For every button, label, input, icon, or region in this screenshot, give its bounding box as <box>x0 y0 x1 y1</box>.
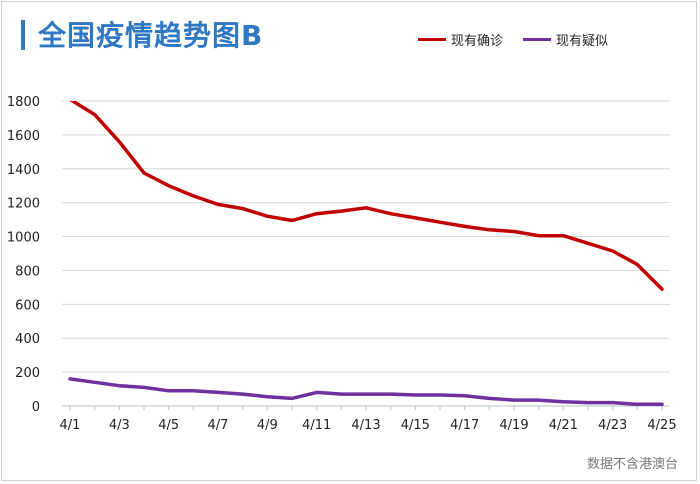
chart-legend: 现有确诊 现有疑似 <box>418 30 628 49</box>
series-line-confirmed <box>69 101 664 291</box>
x-tick-label: 4/19 <box>499 418 528 433</box>
legend-swatch-confirmed <box>418 38 446 41</box>
y-tick-label: 1800 <box>7 95 40 110</box>
grid-lines <box>62 100 670 373</box>
legend-label-suspected: 现有疑似 <box>556 34 609 49</box>
y-tick-label: 800 <box>15 264 40 279</box>
x-tick-label: 4/25 <box>647 418 676 433</box>
y-tick-label: 1600 <box>7 129 40 144</box>
x-tick-label: 4/11 <box>302 418 331 433</box>
legend-swatch-suspected <box>523 38 552 41</box>
axes: 0 200 400 600 800 1000 1200 1400 1600 1800 4/1 4/3 4… <box>7 95 677 433</box>
x-tick-label: 4/21 <box>549 418 578 433</box>
y-tick-label: 1000 <box>7 231 40 246</box>
title-accent-bar <box>21 20 25 50</box>
x-tick-label: 4/13 <box>351 418 380 433</box>
x-tick-label: 4/3 <box>109 418 130 433</box>
x-tick-label: 4/15 <box>401 418 430 433</box>
y-tick-label: 400 <box>15 332 40 347</box>
y-tick-label: 1400 <box>7 163 40 178</box>
y-tick-label: 600 <box>15 298 40 313</box>
legend-label-confirmed: 现有确诊 <box>451 34 504 49</box>
x-tick-label: 4/5 <box>158 418 179 433</box>
x-tick-label: 4/7 <box>208 418 229 433</box>
x-tick-label: 4/23 <box>598 418 627 433</box>
x-tick-label: 4/17 <box>450 418 479 433</box>
x-tick-label: 4/9 <box>257 418 278 433</box>
legend-item-confirmed: 现有确诊 <box>418 30 503 49</box>
chart-title: 全国疫情趋势图B <box>38 19 264 52</box>
series-line-suspected <box>68 377 664 407</box>
x-tick-label: 4/1 <box>60 418 81 433</box>
y-tick-label: 0 <box>32 400 40 415</box>
y-tick-label: 200 <box>15 366 40 381</box>
y-tick-label: 1200 <box>7 197 40 212</box>
footnote: 数据不含港澳台 <box>586 457 678 472</box>
series-lines <box>68 101 664 407</box>
legend-item-suspected: 现有疑似 <box>523 30 608 49</box>
